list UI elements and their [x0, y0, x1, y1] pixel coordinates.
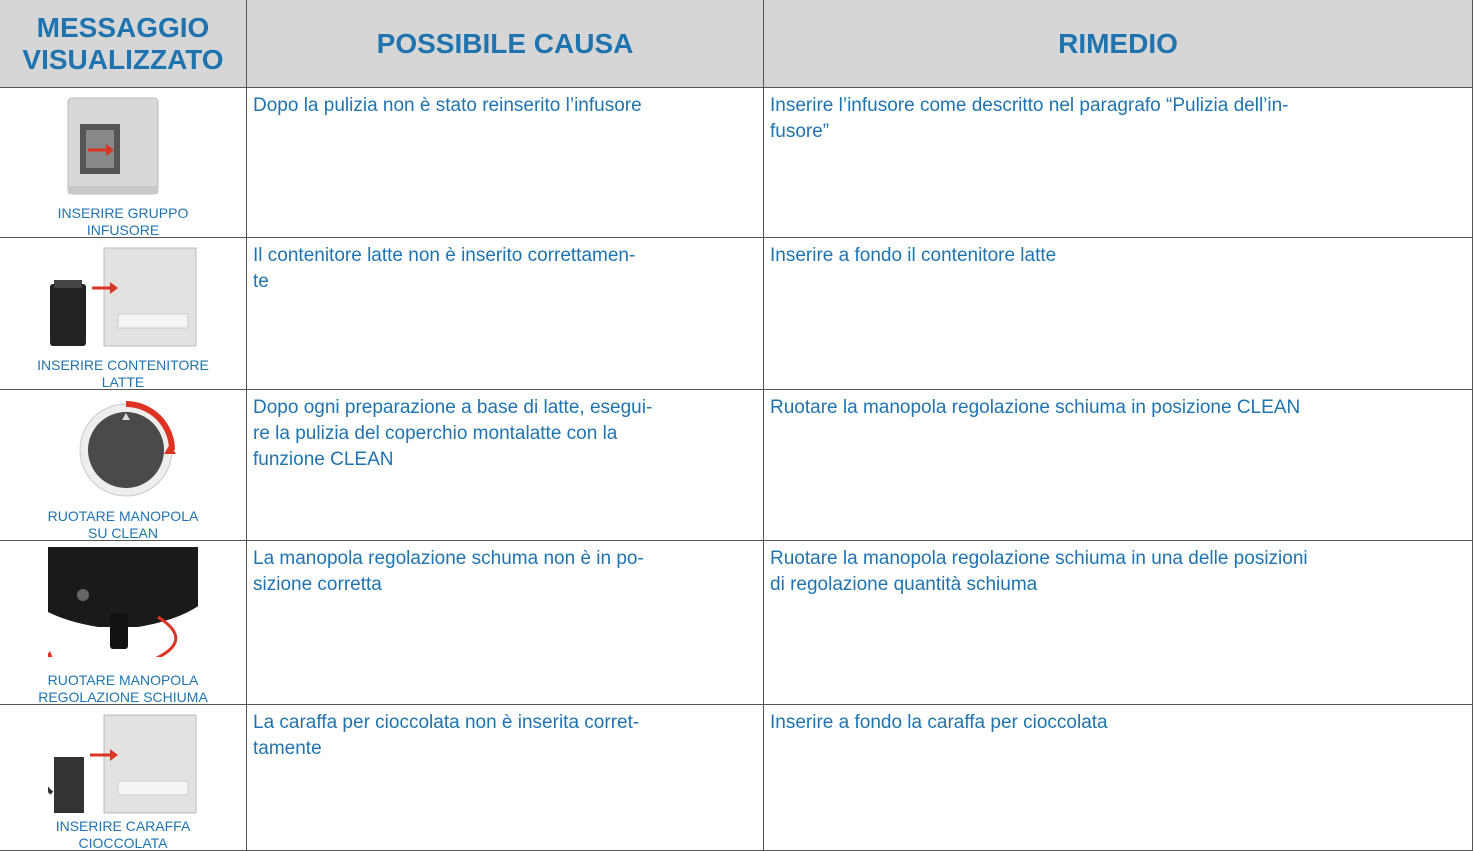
message-icon — [48, 714, 197, 814]
message-caption: RUOTARE MANOPOLA REGOLAZIONE SCHIUMA — [0, 672, 246, 706]
caption-line: INFUSORE — [86, 222, 160, 238]
remedy-cell: Inserire a fondo il contenitore latte — [764, 238, 1473, 390]
remedy-cell: Inserire a fondo la caraffa per cioccola… — [764, 705, 1473, 851]
remedy-line: Ruotare la manopola regolazione schiuma … — [770, 548, 1308, 569]
message-cell: RUOTARE MANOPOLA REGOLAZIONE SCHIUMA — [0, 541, 247, 705]
caption-line: INSERIRE CARAFFA — [55, 818, 191, 834]
message-cell: INSERIRE CONTENITORE LATTE — [0, 238, 247, 390]
caption-line: SU CLEAN — [87, 525, 159, 541]
cause-line: La caraffa per cioccolata non è inserita… — [253, 712, 640, 733]
message-caption: INSERIRE GRUPPO INFUSORE — [0, 205, 246, 239]
message-icon — [48, 547, 198, 657]
remedy-cell: Ruotare la manopola regolazione schiuma … — [764, 541, 1473, 705]
cause-line: Dopo la pulizia non è stato reinserito l… — [253, 95, 642, 116]
message-cell: INSERIRE CARAFFA CIOCCOLATA — [0, 705, 247, 851]
remedy-line: di regolazione quantità schiuma — [770, 574, 1038, 595]
header-cell: MESSAGGIO VISUALIZZATO — [0, 0, 247, 88]
caption-line: LATTE — [101, 374, 145, 390]
remedy-line: Inserire a fondo il contenitore latte — [770, 245, 1057, 266]
cause-line: te — [253, 271, 269, 292]
remedy-line: Inserire a fondo la caraffa per cioccola… — [770, 712, 1108, 733]
cause-line: Il contenitore latte non è inserito corr… — [253, 245, 636, 266]
caption-line: INSERIRE CONTENITORE — [37, 357, 209, 373]
message-icon — [67, 97, 159, 195]
cause-line: tamente — [253, 738, 322, 759]
cause-cell: La manopola regolazione schuma non è in … — [247, 541, 764, 705]
cause-line: funzione CLEAN — [253, 449, 394, 470]
cause-cell: Il contenitore latte non è inserito corr… — [247, 238, 764, 390]
cause-line: Dopo ogni preparazione a base di latte, … — [253, 397, 653, 418]
message-caption: INSERIRE CONTENITORE LATTE — [0, 357, 246, 391]
caption-line: RUOTARE MANOPOLA — [47, 508, 199, 524]
message-cell: INSERIRE GRUPPO INFUSORE — [0, 88, 247, 238]
header-cell: RIMEDIO — [764, 0, 1473, 88]
remedy-line: Ruotare la manopola regolazione schiuma … — [770, 397, 1301, 418]
message-icon — [79, 401, 176, 497]
message-icon — [50, 247, 197, 347]
caption-line: INSERIRE GRUPPO — [57, 205, 189, 221]
header-text: VISUALIZZATO — [22, 43, 224, 75]
header-text: POSSIBILE CAUSA — [376, 27, 634, 59]
caption-line: RUOTARE MANOPOLA — [47, 672, 199, 688]
cause-line: La manopola regolazione schuma non è in … — [253, 548, 644, 569]
cause-cell: La caraffa per cioccolata non è inserita… — [247, 705, 764, 851]
remedy-line: fusore” — [770, 121, 830, 142]
caption-line: CIOCCOLATA — [78, 835, 168, 851]
cause-line: re la pulizia del coperchio montalatte c… — [253, 423, 618, 444]
cause-line: sizione corretta — [253, 574, 382, 595]
message-caption: INSERIRE CARAFFA CIOCCOLATA — [0, 818, 246, 851]
remedy-line: Inserire l’infusore come descritto nel p… — [770, 95, 1289, 116]
cause-cell: Dopo ogni preparazione a base di latte, … — [247, 390, 764, 541]
cause-cell: Dopo la pulizia non è stato reinserito l… — [247, 88, 764, 238]
remedy-cell: Inserire l’infusore come descritto nel p… — [764, 88, 1473, 238]
message-caption: RUOTARE MANOPOLA SU CLEAN — [0, 508, 246, 542]
header-text: MESSAGGIO — [36, 11, 210, 43]
header-text: RIMEDIO — [1058, 27, 1178, 59]
remedy-cell: Ruotare la manopola regolazione schiuma … — [764, 390, 1473, 541]
message-cell: RUOTARE MANOPOLA SU CLEAN — [0, 390, 247, 541]
caption-line: REGOLAZIONE SCHIUMA — [38, 689, 208, 705]
header-cell: POSSIBILE CAUSA — [247, 0, 764, 88]
